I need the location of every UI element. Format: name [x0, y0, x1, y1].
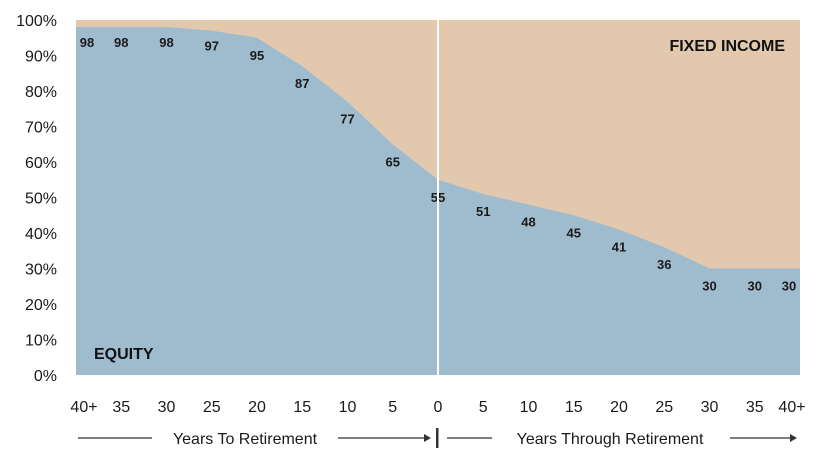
data-label: 48: [521, 215, 535, 230]
x-tick-label: 40+: [70, 399, 97, 416]
y-tick-label: 0%: [34, 368, 57, 385]
x-tick-label: 30: [701, 399, 719, 416]
y-tick-label: 70%: [25, 120, 57, 137]
data-label: 97: [205, 39, 219, 54]
data-label: 30: [782, 279, 796, 294]
data-label: 95: [250, 48, 264, 63]
y-tick-label: 80%: [25, 84, 57, 101]
x-tick-label: 5: [479, 399, 488, 416]
x-tick-label: 25: [655, 399, 673, 416]
y-tick-label: 90%: [25, 49, 57, 66]
data-label: 98: [114, 35, 128, 50]
x-tick-label: 10: [520, 399, 538, 416]
x-tick-label: 15: [293, 399, 311, 416]
x-tick-label: 20: [248, 399, 266, 416]
data-label: 45: [567, 225, 581, 240]
data-label: 41: [612, 239, 626, 254]
x-tick-label: 35: [746, 399, 764, 416]
y-tick-label: 100%: [16, 13, 57, 30]
y-tick-label: 50%: [25, 191, 57, 208]
x-tick-label: 30: [158, 399, 176, 416]
x-tick-label: 35: [112, 399, 130, 416]
x-tick-label: 40+: [778, 399, 805, 416]
data-label: 30: [702, 279, 716, 294]
y-tick-label: 20%: [25, 297, 57, 314]
x-tick-label: 15: [565, 399, 583, 416]
data-label: 51: [476, 204, 490, 219]
x-tick-label: 25: [203, 399, 221, 416]
data-label: 36: [657, 257, 671, 272]
y-tick-label: 30%: [25, 262, 57, 279]
data-label: 77: [340, 112, 354, 127]
x-tick-label: 0: [434, 399, 443, 416]
x-tick-label: 20: [610, 399, 628, 416]
fixed-income-label: FIXED INCOME: [669, 38, 785, 55]
retirement-marker: [436, 428, 439, 448]
years-to-retirement-caption: Years To Retirement: [173, 431, 318, 448]
y-tick-label: 60%: [25, 155, 57, 172]
y-axis: 0% 10% 20% 30% 40% 50% 60% 70% 80% 90% 100%: [16, 13, 57, 385]
years-through-retirement-caption: Years Through Retirement: [517, 431, 704, 448]
left-caption-arrowhead: [424, 434, 431, 442]
y-tick-label: 40%: [25, 226, 57, 243]
data-labels: 9898989795877765555148454136303030: [80, 35, 796, 293]
data-label: 98: [80, 35, 94, 50]
data-label: 87: [295, 76, 309, 91]
x-axis: 40+ 35 30 25 20 15 10 5 0 5 10 15 20 25 30 35 40+: [70, 399, 805, 416]
x-tick-label: 10: [339, 399, 357, 416]
x-tick-label: 5: [388, 399, 397, 416]
data-label: 65: [386, 154, 400, 169]
equity-label: EQUITY: [94, 346, 154, 363]
y-tick-label: 10%: [25, 333, 57, 350]
right-caption-arrowhead: [790, 434, 797, 442]
data-label: 30: [748, 279, 762, 294]
data-label: 98: [159, 35, 173, 50]
